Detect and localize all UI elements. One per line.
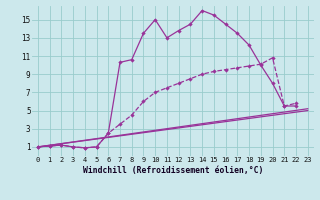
X-axis label: Windchill (Refroidissement éolien,°C): Windchill (Refroidissement éolien,°C) <box>83 166 263 175</box>
